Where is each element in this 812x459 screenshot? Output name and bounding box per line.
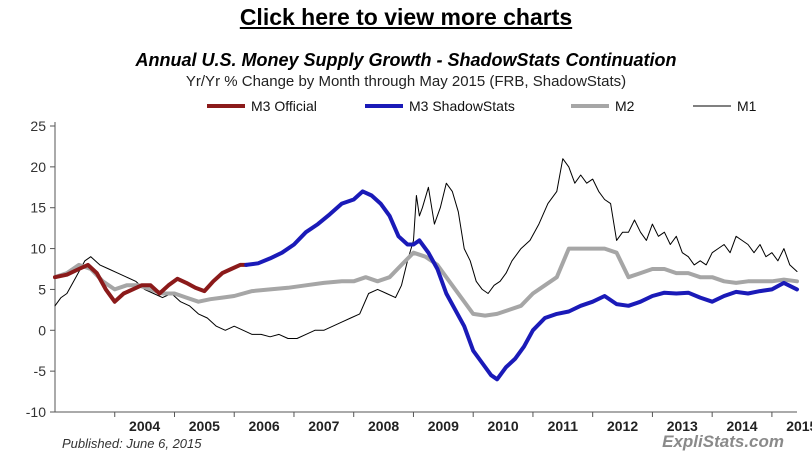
x-tick-label: 2008 xyxy=(368,418,399,434)
x-tick-label: 2015 xyxy=(786,418,812,434)
series-line-m1 xyxy=(54,158,798,339)
x-tick-label: 2011 xyxy=(548,418,579,434)
y-tick-label: -5 xyxy=(34,363,47,379)
y-tick-label: 15 xyxy=(30,200,46,216)
y-tick-label: 25 xyxy=(30,118,46,134)
published-date: Published: June 6, 2015 xyxy=(62,436,202,451)
brand-watermark: ExpliStats.com xyxy=(662,432,784,451)
x-tick-label: 2004 xyxy=(129,418,160,434)
x-tick-label: 2005 xyxy=(189,418,220,434)
legend-label: M3 Official xyxy=(251,98,317,114)
x-tick-label: 2007 xyxy=(308,418,339,434)
y-tick-label: 10 xyxy=(30,241,46,257)
series-line-m2 xyxy=(53,246,799,318)
x-tick-label: 2012 xyxy=(607,418,638,434)
more-charts-link[interactable]: Click here to view more charts xyxy=(239,4,573,30)
series-line-m3-shadowstats xyxy=(244,189,799,382)
x-tick-label: 2006 xyxy=(249,418,280,434)
chart-subtitle: Yr/Yr % Change by Month through May 2015… xyxy=(185,73,627,90)
chart-title: Annual U.S. Money Supply Growth - Shadow… xyxy=(135,50,677,70)
legend-label: M3 ShadowStats xyxy=(409,98,515,114)
series-line-m3-official xyxy=(53,262,249,304)
legend-label: M2 xyxy=(615,98,635,114)
y-tick-label: 5 xyxy=(38,281,46,297)
legend-label: M1 xyxy=(737,98,757,114)
x-tick-label: 2014 xyxy=(726,418,757,434)
x-tick-label: 2010 xyxy=(487,418,518,434)
y-tick-label: -10 xyxy=(26,404,46,420)
x-tick-label: 2013 xyxy=(667,418,698,434)
x-tick-label: 2009 xyxy=(428,418,459,434)
y-tick-label: 0 xyxy=(38,322,46,338)
y-tick-label: 20 xyxy=(30,159,46,175)
